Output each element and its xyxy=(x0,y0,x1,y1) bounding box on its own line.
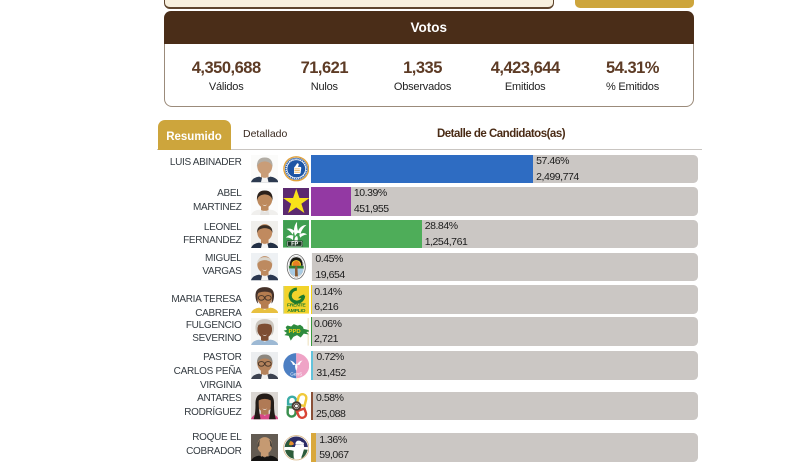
svg-text:PPD: PPD xyxy=(288,329,300,335)
svg-text:AMPLIO: AMPLIO xyxy=(287,308,305,314)
svg-text:FP: FP xyxy=(291,242,299,248)
svg-text:FRENTE: FRENTE xyxy=(286,303,305,309)
svg-text:GenS: GenS xyxy=(290,371,302,376)
